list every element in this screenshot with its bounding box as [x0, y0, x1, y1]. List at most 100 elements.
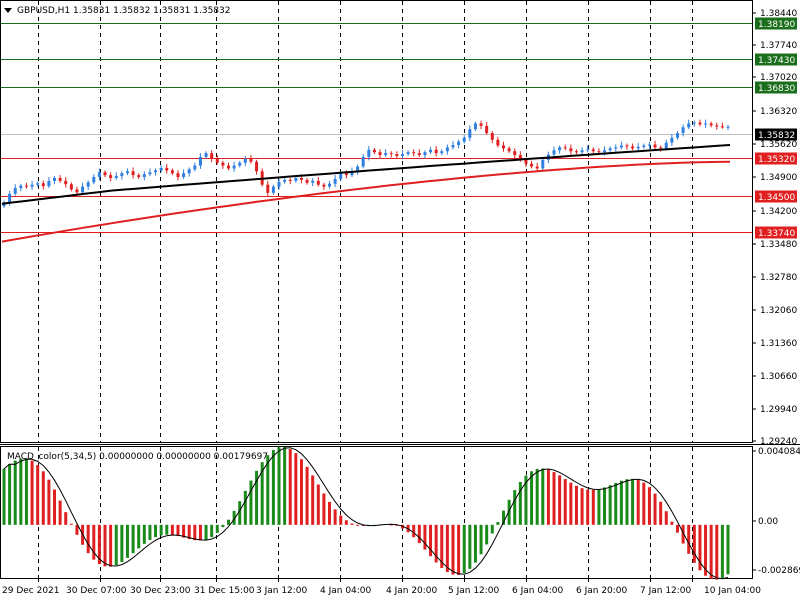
- candle: [468, 125, 472, 142]
- macd-bar: [541, 468, 545, 525]
- level-price-label: 1.33740: [758, 229, 795, 239]
- candle: [137, 173, 141, 179]
- candle: [457, 139, 461, 149]
- macd-bar: [473, 524, 477, 563]
- macd-bar: [232, 510, 236, 525]
- macd-bar: [558, 475, 562, 525]
- macd-signal-line: [3, 447, 729, 580]
- macd-bar: [19, 458, 23, 525]
- macd-bar: [103, 524, 107, 567]
- candle: [97, 168, 101, 181]
- price-tick-label: 1.35620: [760, 140, 797, 150]
- macd-bar: [552, 472, 556, 525]
- price-tick-label: 1.36320: [760, 107, 797, 117]
- macd-bar: [675, 524, 679, 533]
- candle: [400, 150, 404, 160]
- macd-bar: [720, 524, 724, 578]
- current-price-label: 1.35832: [758, 131, 795, 141]
- price-tick-label: 1.31360: [760, 339, 797, 349]
- macd-bar: [636, 479, 640, 525]
- macd-bar: [451, 524, 455, 575]
- candle: [311, 178, 315, 187]
- candle: [328, 180, 332, 189]
- macd-bar: [440, 524, 444, 568]
- macd-bar: [597, 489, 601, 525]
- macd-bar: [642, 482, 646, 525]
- macd-bar: [659, 501, 663, 525]
- candle: [513, 148, 517, 159]
- candle: [249, 155, 253, 164]
- macd-bar: [131, 524, 135, 554]
- ma-fast-line: [1, 144, 731, 205]
- candle: [333, 175, 337, 188]
- macd-bar: [546, 469, 550, 525]
- candle: [698, 119, 702, 127]
- macd-bar: [664, 511, 668, 525]
- candle: [114, 172, 118, 180]
- macd-bar: [2, 468, 6, 525]
- macd-bar: [328, 501, 332, 525]
- candle: [243, 156, 247, 167]
- candle: [131, 167, 135, 179]
- macd-bar: [653, 493, 657, 525]
- macd-bar: [24, 458, 28, 525]
- candle: [30, 180, 34, 190]
- candle: [86, 180, 90, 190]
- price-scale[interactable]: 1.38440 1.37740 1.37020 1.36320 1.35620 1.349…: [752, 9, 797, 447]
- macd-bar: [187, 524, 191, 540]
- candle: [378, 149, 382, 159]
- macd-bar: [698, 524, 702, 571]
- candle: [305, 178, 309, 185]
- macd-bar: [726, 524, 730, 575]
- macd-bar: [462, 524, 466, 574]
- macd-bar: [518, 481, 522, 525]
- macd-bar: [322, 493, 326, 525]
- macd-bar: [333, 509, 337, 525]
- macd-bar: [299, 459, 303, 525]
- candle: [530, 160, 534, 169]
- candle: [687, 119, 691, 130]
- level-price-label: 1.38190: [758, 20, 795, 30]
- candle: [502, 141, 506, 152]
- symbol-dropdown-icon[interactable]: [4, 8, 12, 13]
- candle: [479, 120, 483, 130]
- macd-bar: [429, 524, 433, 557]
- time-scale[interactable]: 29 Dec 2021 30 Dec 07:00 30 Dec 23:00 31 De…: [2, 578, 761, 596]
- macd-tick-label: 0.0040842: [758, 447, 800, 457]
- candle: [13, 184, 17, 196]
- candle: [210, 150, 214, 163]
- time-tick-label: 3 Jan 12:00: [256, 586, 308, 596]
- candle: [389, 151, 393, 158]
- macd-bar: [356, 524, 360, 526]
- candle: [451, 141, 455, 150]
- candle: [485, 122, 489, 135]
- candle: [64, 177, 68, 188]
- macd-bar: [316, 484, 320, 525]
- time-tick-label: 30 Dec 23:00: [130, 586, 191, 596]
- macd-bar: [266, 455, 270, 525]
- macd-bar: [75, 524, 79, 535]
- candle: [384, 149, 388, 157]
- macd-scale[interactable]: 0.0040842 0.00 -0.002869: [752, 447, 800, 576]
- time-tick-label: 31 Dec 15:00: [194, 586, 255, 596]
- macd-bar: [417, 524, 421, 544]
- candle: [367, 145, 371, 161]
- macd-pane-frame: [0, 446, 753, 579]
- candle: [361, 154, 365, 169]
- macd-bar: [339, 515, 343, 525]
- time-tick-label: 5 Jan 12:00: [448, 586, 500, 596]
- time-tick-label: 4 Jan 20:00: [386, 586, 438, 596]
- candle: [19, 183, 23, 192]
- macd-bar: [86, 524, 90, 554]
- candle: [81, 182, 85, 195]
- macd-bar: [277, 447, 281, 525]
- level-price-label: 1.34500: [758, 193, 795, 203]
- candle: [221, 160, 225, 169]
- level-price-tag: [755, 190, 797, 203]
- macd-bar: [137, 524, 141, 549]
- macd-bar: [692, 524, 696, 563]
- candle: [423, 150, 427, 159]
- macd-bar: [496, 522, 500, 525]
